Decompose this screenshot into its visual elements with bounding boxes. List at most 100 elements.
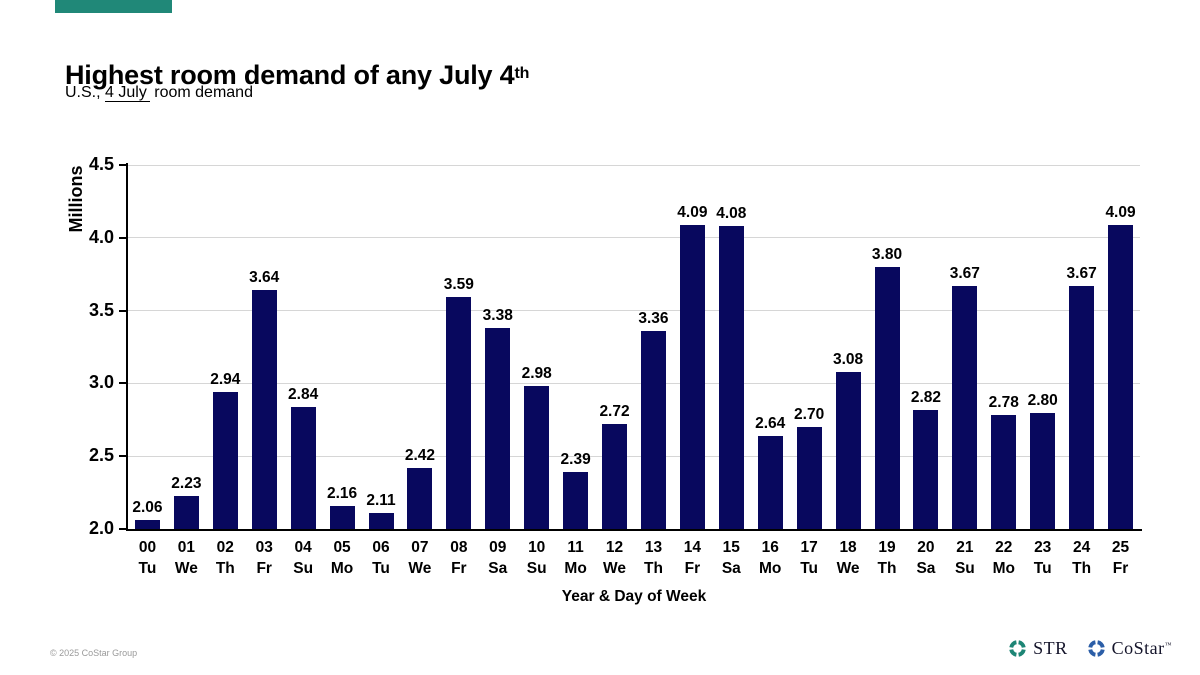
y-tick-mark [119, 528, 126, 530]
bar [679, 224, 705, 529]
bar-value-label: 2.72 [599, 403, 630, 421]
bar-value-label: 2.06 [132, 499, 163, 517]
bar [446, 297, 472, 529]
x-day-label: Mo [992, 560, 1015, 577]
x-day-label: We [174, 560, 198, 577]
x-year-label: 22 [995, 539, 1013, 556]
x-day-label: We [603, 560, 627, 577]
y-tick-mark [119, 309, 126, 312]
x-axis-line [126, 529, 1142, 531]
gridline [128, 237, 1140, 239]
gridline [128, 164, 1140, 166]
x-day-label: Fr [451, 560, 467, 577]
y-tick-mark [119, 164, 126, 166]
costar-logo-text: CoStar™ [1112, 638, 1172, 659]
bar-value-label: 2.78 [988, 394, 1019, 412]
bar [524, 386, 550, 529]
x-day-label: Sa [721, 560, 741, 577]
bar-value-label: 3.08 [832, 350, 864, 368]
bar [290, 406, 316, 529]
str-pinwheel-icon [1009, 640, 1026, 657]
x-year-label: 19 [878, 539, 896, 556]
gridline [128, 310, 1140, 312]
x-day-label: Th [1072, 560, 1092, 577]
costar-trademark: ™ [1164, 641, 1172, 649]
bar [1108, 224, 1134, 529]
bar-value-label: 2.94 [210, 371, 241, 389]
x-year-label: 17 [800, 539, 818, 556]
x-day-label: We [836, 560, 860, 577]
bar [1069, 285, 1095, 529]
x-day-label: Tu [138, 560, 157, 577]
y-tick-label: 3.5 [88, 299, 114, 320]
bar-value-label: 3.38 [482, 307, 513, 325]
x-year-label: 15 [722, 539, 740, 556]
brand-accent-bar [55, 0, 172, 13]
x-year-label: 24 [1072, 539, 1091, 556]
y-axis-line [126, 163, 128, 531]
bar-value-label: 4.08 [716, 205, 747, 223]
bar-value-label: 3.67 [949, 264, 980, 282]
bar-value-label: 2.84 [288, 385, 319, 403]
x-day-label: Tu [1033, 560, 1052, 577]
bar [485, 328, 511, 529]
x-year-label: 04 [294, 539, 312, 556]
gridline [128, 455, 1140, 457]
x-year-label: 08 [450, 539, 468, 556]
x-year-label: 16 [761, 539, 779, 556]
bar-value-label: 2.70 [794, 406, 825, 424]
bar [757, 435, 783, 529]
x-day-label: We [408, 560, 432, 577]
bar [173, 495, 199, 529]
x-year-label: 25 [1111, 539, 1130, 556]
subtitle-prefix: U.S., [65, 84, 106, 101]
page-title-superscript: th [514, 65, 530, 83]
x-year-label: 02 [216, 539, 234, 556]
bar [835, 371, 861, 529]
x-day-label: Su [293, 560, 314, 577]
bar-value-label: 3.36 [638, 309, 669, 327]
x-day-label: Fr [256, 560, 272, 577]
bar [407, 467, 433, 529]
x-year-label: 12 [605, 539, 624, 556]
x-day-label: Fr [684, 560, 701, 577]
x-day-label: Fr [1112, 560, 1129, 577]
x-year-label: 07 [411, 539, 429, 556]
bar [952, 285, 978, 529]
x-year-label: 14 [683, 539, 701, 556]
bar [368, 512, 394, 529]
x-day-label: Th [877, 560, 897, 577]
bar [874, 266, 900, 529]
y-tick-mark [119, 236, 126, 239]
bar [329, 505, 355, 529]
x-day-label: Mo [330, 560, 354, 577]
x-year-label: 03 [255, 539, 273, 556]
subtitle-underlined: 4 July [105, 84, 150, 102]
bar-value-label: 2.98 [521, 365, 552, 383]
y-tick-label: 4.5 [88, 154, 114, 174]
bar [212, 392, 238, 529]
bar [602, 424, 628, 529]
bar-value-label: 2.23 [171, 474, 202, 492]
x-year-label: 00 [138, 539, 157, 556]
bar-value-label: 2.16 [326, 484, 358, 502]
x-year-label: 20 [917, 539, 935, 556]
y-tick-label: 4.0 [88, 226, 114, 247]
x-year-label: 13 [644, 539, 663, 556]
page-subtitle: U.S., 4 July room demand [65, 84, 253, 102]
bar-value-label: 4.09 [1105, 203, 1136, 221]
y-tick-mark [119, 382, 126, 385]
x-day-label: Th [643, 560, 663, 577]
x-year-label: 09 [489, 539, 507, 556]
y-tick-label: 3.0 [88, 372, 114, 393]
y-tick-label: 2.5 [88, 445, 114, 466]
bar-value-label: 3.80 [871, 245, 903, 263]
copyright-text: © 2025 CoStar Group [50, 648, 138, 658]
bar-value-label: 2.11 [366, 491, 396, 509]
x-year-label: 18 [839, 539, 857, 556]
page-title: Highest room demand of any July 4th [65, 60, 529, 91]
bar [640, 330, 666, 529]
x-year-label: 21 [956, 539, 974, 556]
y-tick-label: 2.0 [88, 518, 114, 538]
bar-value-label: 2.80 [1027, 391, 1058, 409]
